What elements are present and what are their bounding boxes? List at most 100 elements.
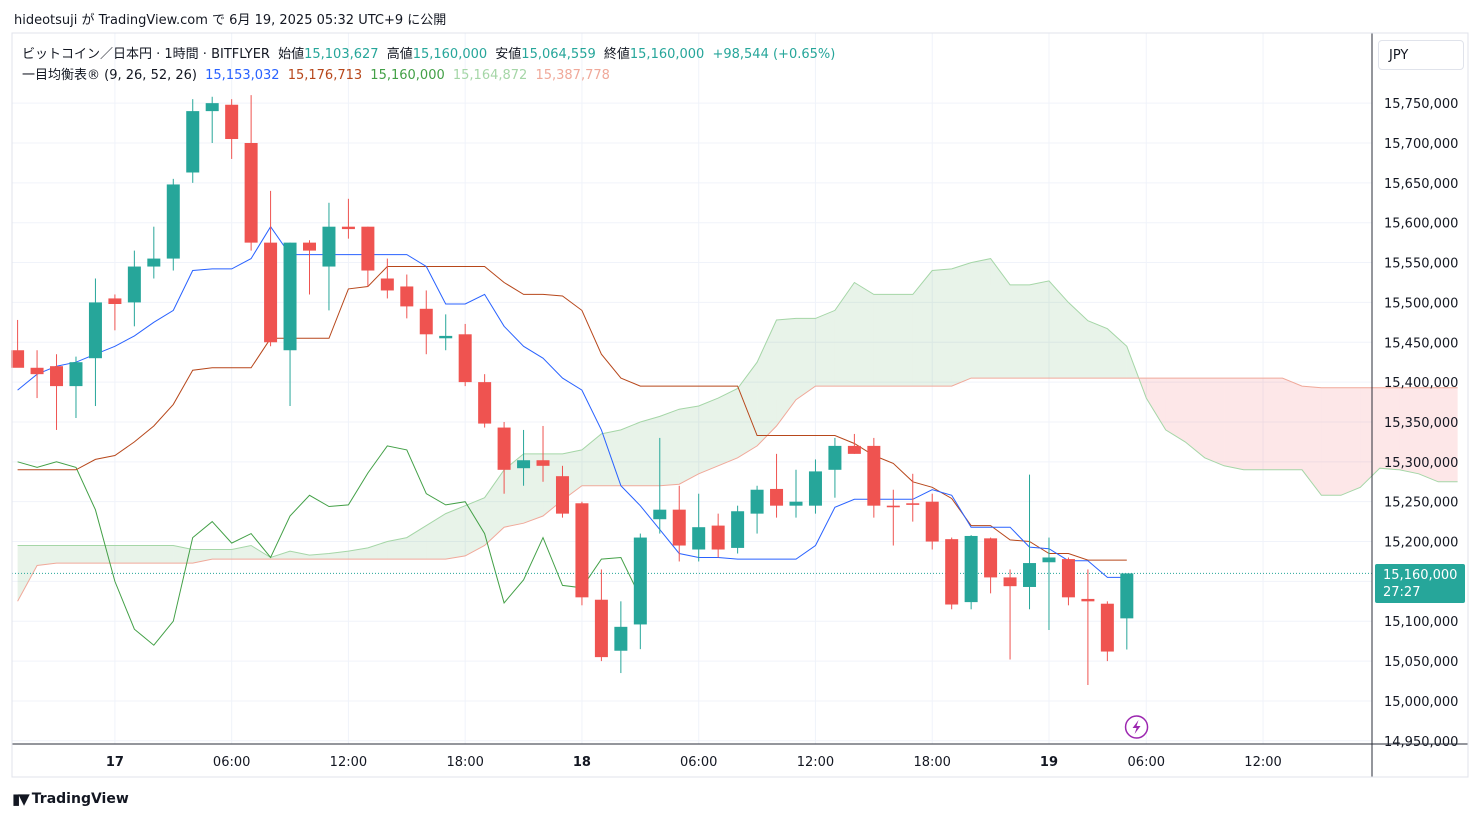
candle-body [147, 258, 161, 267]
candle [303, 240, 316, 295]
candle-body [653, 509, 667, 520]
price-tick-label: 15,450,000 [1384, 336, 1458, 351]
candle-body [50, 366, 64, 387]
candle [186, 99, 200, 183]
candle [808, 459, 822, 514]
cloud-segment [1321, 387, 1341, 496]
ichimoku-label[interactable]: 一目均衡表® [22, 68, 101, 83]
cloud-segment [873, 294, 894, 387]
cloud-segment [37, 545, 57, 566]
cloud-segment [1029, 280, 1049, 379]
candle-body [964, 535, 978, 603]
candle [1042, 537, 1056, 631]
cloud-segment [718, 388, 738, 466]
price-tick-label: 15,200,000 [1384, 536, 1458, 551]
candle-body [303, 242, 316, 251]
candle-body [984, 538, 998, 578]
tenkan-sen-line [17, 225, 1127, 578]
chart-grid [12, 33, 1372, 744]
cloud-segment [387, 537, 407, 560]
candle-body [847, 445, 861, 454]
symbol-title[interactable]: ビットコイン／日本円 · 1時間 · BITFLYER [22, 47, 270, 62]
low-label: 安値 [495, 47, 522, 62]
candle-body [614, 626, 628, 651]
cloud-segment [971, 258, 991, 379]
candle [322, 202, 336, 311]
chart-legend: ビットコイン／日本円 · 1時間 · BITFLYER 始値15,103,627… [22, 44, 839, 86]
lightning-icon-bolt [1132, 720, 1141, 734]
candle-body [906, 503, 920, 505]
cloud-segment [1048, 280, 1069, 379]
price-axis: 15,750,000 15,700,000 15,650,000 15,600,000… [1384, 97, 1458, 750]
candle [439, 314, 453, 351]
cloud-segment [1399, 387, 1419, 474]
cloud-segment [1360, 387, 1380, 488]
candle [867, 437, 881, 518]
cloud-segment [523, 453, 544, 524]
cloud-segment [212, 549, 232, 560]
candle [750, 485, 764, 534]
open-label: 始値 [278, 47, 305, 62]
cloud-segment [620, 421, 641, 486]
candle-body [166, 184, 180, 259]
cloud-segment [776, 318, 796, 426]
cloud-segment [1243, 378, 1264, 470]
candle [1061, 557, 1075, 606]
candle [828, 437, 842, 498]
cloud-segment [1282, 378, 1302, 470]
candle [886, 489, 900, 546]
candle-body [380, 278, 394, 291]
candle [517, 429, 531, 486]
candle [497, 421, 511, 494]
cloud-segment [445, 505, 466, 560]
ichimoku-params: (9, 26, 52, 26) [104, 68, 197, 83]
cloud-segment [1204, 378, 1225, 466]
candle [770, 453, 784, 518]
currency-button[interactable]: JPY [1378, 40, 1464, 70]
candle [1081, 569, 1095, 686]
candle-body [88, 302, 102, 359]
candle-body [361, 226, 375, 271]
price-tick-label: 15,100,000 [1384, 615, 1458, 630]
cloud-segment [95, 545, 115, 564]
time-tick-label: 18:00 [446, 755, 483, 770]
candle [964, 535, 978, 610]
price-tick-label: 15,050,000 [1384, 655, 1458, 670]
cloud-segment [893, 294, 913, 387]
candle-body [1120, 573, 1134, 619]
candle-body [575, 503, 589, 598]
open-value: 15,103,627 [304, 47, 379, 62]
cloud-segment [796, 318, 816, 400]
tradingview-logo[interactable]: ▮▼ TradingView [12, 790, 129, 808]
candle-body [341, 226, 355, 230]
close-label: 終値 [603, 47, 630, 62]
change-value: +98,544 (+0.65%) [712, 47, 836, 62]
cloud-segment [1418, 387, 1439, 482]
chart-outline [11, 32, 1469, 778]
price-tick-label: 14,950,000 [1384, 735, 1458, 750]
cloud-segment [465, 497, 485, 556]
candle [984, 537, 998, 594]
price-tick-label: 15,600,000 [1384, 217, 1458, 232]
price-tick-label: 15,000,000 [1384, 695, 1458, 710]
cloud-segment [56, 545, 76, 564]
candle-body [108, 298, 122, 305]
cloud-segment [834, 282, 855, 387]
span-a-value: 15,164,872 [452, 68, 528, 83]
cloud-segment [815, 310, 835, 387]
cloud-segment [679, 406, 699, 485]
candle-body [789, 501, 803, 506]
candle [789, 469, 803, 518]
cloud-segment [1263, 378, 1283, 470]
candle [30, 350, 44, 399]
candle-body [517, 460, 531, 469]
candle-body [497, 427, 511, 470]
price-tick-label: 15,250,000 [1384, 496, 1458, 511]
cloud-segment [912, 270, 933, 387]
time-tick-label: 12:00 [1244, 755, 1281, 770]
price-tick-label: 15,750,000 [1384, 97, 1458, 112]
cloud-segment [426, 513, 446, 560]
cloud-segment [990, 258, 1011, 379]
price-tick-label: 15,700,000 [1384, 137, 1458, 152]
